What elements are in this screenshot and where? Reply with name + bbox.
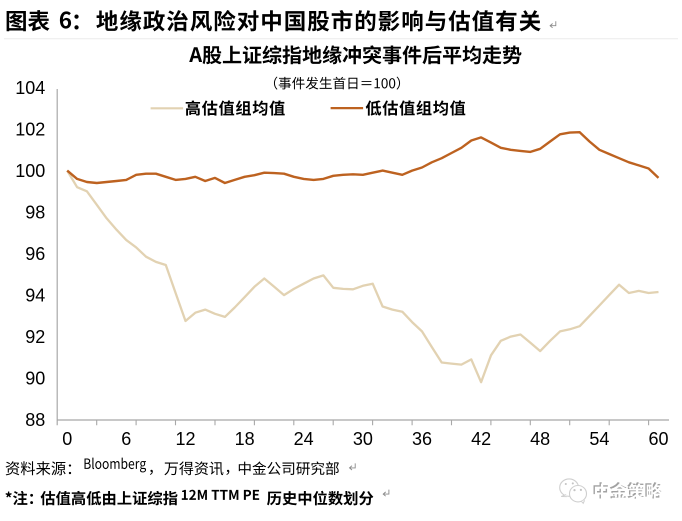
svg-text:0: 0 [62,429,72,449]
svg-text:88: 88 [25,410,45,430]
svg-text:30: 30 [353,429,373,449]
svg-text:92: 92 [25,327,45,347]
svg-text:24: 24 [294,429,314,449]
svg-text:100: 100 [15,161,45,181]
svg-text:102: 102 [15,119,45,139]
svg-text:54: 54 [589,429,609,449]
svg-text:42: 42 [471,429,491,449]
svg-text:60: 60 [648,429,668,449]
svg-text:98: 98 [25,202,45,222]
svg-text:36: 36 [412,429,432,449]
svg-text:90: 90 [25,369,45,389]
svg-text:48: 48 [530,429,550,449]
svg-text:6: 6 [121,429,131,449]
svg-text:12: 12 [175,429,195,449]
svg-text:96: 96 [25,244,45,264]
svg-text:18: 18 [235,429,255,449]
svg-text:94: 94 [25,286,45,306]
svg-text:104: 104 [15,78,45,98]
